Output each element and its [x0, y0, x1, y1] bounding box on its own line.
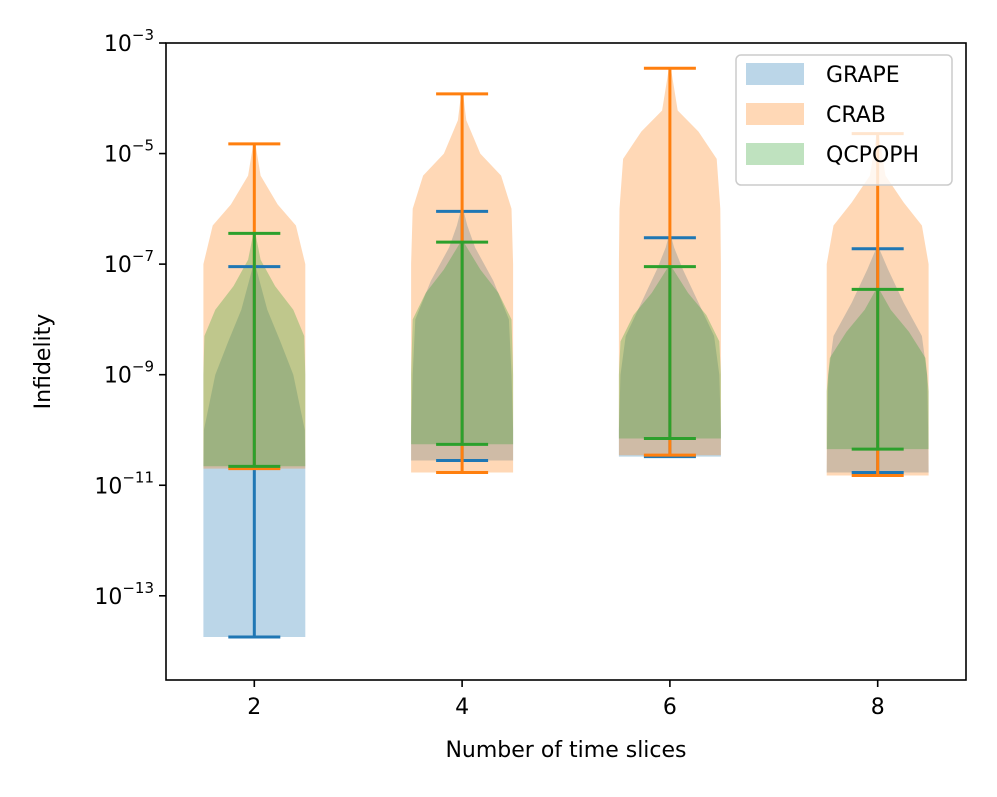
plot-frame: [165, 42, 967, 681]
y-tick-base: 10: [94, 474, 122, 499]
x-tick-label-8: 8: [871, 695, 885, 720]
y-tick-label-−7: 10−7: [104, 247, 154, 278]
legend-label-crab: CRAB: [826, 103, 886, 128]
legend-box: [735, 54, 953, 186]
legend: GRAPE CRAB QCPOPH: [735, 54, 953, 186]
x-tick-label-2: 2: [247, 695, 261, 720]
legend-swatch-qcpoph: [746, 143, 804, 165]
y-tick-exponent: −13: [122, 579, 154, 597]
legend-swatch-crab: [746, 103, 804, 125]
legend-label-qcpoph: QCPOPH: [826, 143, 919, 168]
y-tick-base: 10: [104, 32, 132, 57]
y-tick-exponent: −5: [132, 137, 154, 155]
y-tick-base: 10: [104, 253, 132, 278]
x-axis-label: Number of time slices: [445, 738, 686, 763]
y-tick-base: 10: [104, 364, 132, 389]
y-axis-label: Infidelity: [31, 314, 56, 410]
x-tick-label-4: 4: [455, 695, 469, 720]
y-tick-label-−3: 10−3: [104, 26, 154, 57]
y-tick-exponent: −9: [132, 358, 154, 376]
y-tick-exponent: −3: [132, 26, 154, 44]
y-tick-label-−11: 10−11: [94, 468, 154, 499]
y-tick-label-−5: 10−5: [104, 137, 154, 168]
y-tick-label-−13: 10−13: [94, 579, 154, 610]
y-tick-exponent: −7: [132, 247, 154, 265]
violin-whiskers: [228, 66, 904, 639]
legend-swatch-grape: [746, 63, 804, 85]
y-tick-label-−9: 10−9: [104, 358, 154, 389]
y-tick-exponent: −11: [122, 468, 154, 486]
y-tick-base: 10: [104, 143, 132, 168]
x-tick-label-6: 6: [663, 695, 677, 720]
legend-label-grape: GRAPE: [826, 63, 900, 88]
y-tick-base: 10: [94, 585, 122, 610]
